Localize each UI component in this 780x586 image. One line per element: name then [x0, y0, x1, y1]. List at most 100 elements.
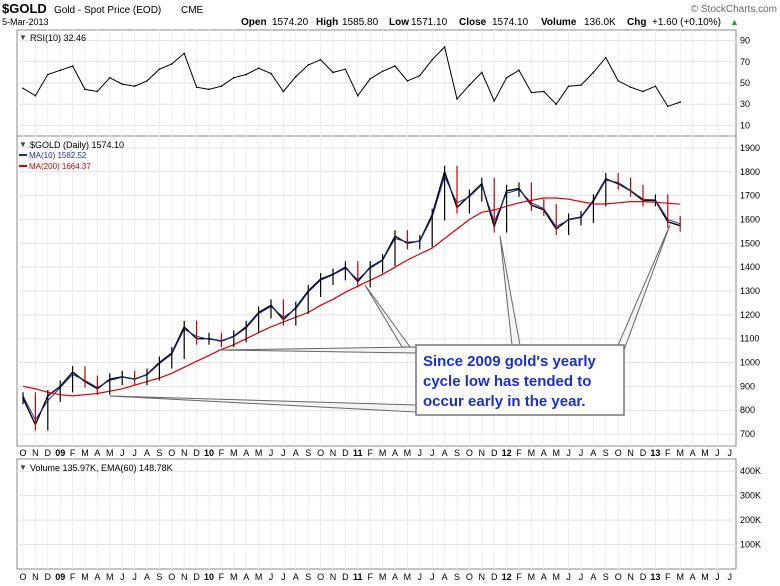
- price-tick-label: 1100: [740, 334, 759, 344]
- volume-tick-label: 200K: [740, 515, 761, 525]
- x-tick-label: S: [603, 572, 609, 582]
- rsi-point: [518, 69, 520, 72]
- high-value: 1585.80: [342, 17, 379, 28]
- rsi-point: [580, 84, 582, 86]
- rsi-point: [34, 94, 37, 97]
- x-tick-label: O: [466, 448, 473, 458]
- x-tick-label: M: [404, 448, 412, 458]
- price-tick-label: 1800: [740, 167, 760, 177]
- x-tick-label: D: [45, 448, 52, 458]
- price-tick-label: 1700: [740, 191, 760, 201]
- x-tick-label: N: [330, 448, 337, 458]
- rsi-point: [332, 71, 334, 74]
- x-tick-label: N: [627, 448, 634, 458]
- up-arrow-icon: ▲: [730, 17, 739, 27]
- rsi-point: [481, 71, 483, 74]
- x-tick-label: A: [293, 572, 299, 582]
- rsi-point: [96, 90, 99, 93]
- x-tick-label: A: [243, 572, 249, 582]
- x-tick-label: A: [590, 572, 596, 582]
- volume-panel: [16, 458, 737, 570]
- rsi-tick-label: 50: [740, 78, 750, 88]
- volume-value: 136.0K: [584, 17, 616, 28]
- x-tick-label: D: [193, 572, 200, 582]
- x-tick-label: N: [181, 448, 188, 458]
- x-tick-label: A: [392, 448, 398, 458]
- rsi-point: [419, 74, 421, 77]
- x-tick-label: M: [552, 572, 560, 582]
- x-tick-label: S: [454, 448, 460, 458]
- x-tick-label: F: [367, 572, 373, 582]
- volume-tick-label: 400K: [740, 466, 761, 476]
- x-tick-label: A: [144, 572, 150, 582]
- x-tick-label: F: [70, 448, 76, 458]
- x-tick-label: 13: [650, 572, 660, 582]
- volume-tick-label: 100K: [740, 540, 761, 550]
- watermark: © StockCharts.com: [691, 4, 777, 15]
- x-tick-label: F: [219, 572, 225, 582]
- x-tick-label: S: [156, 572, 162, 582]
- x-tick-label: 10: [204, 572, 214, 582]
- x-tick-label: M: [81, 572, 89, 582]
- x-tick-label: F: [516, 572, 522, 582]
- x-tick-label: M: [255, 448, 263, 458]
- x-tick-label: 11: [353, 572, 363, 582]
- rsi-point: [307, 64, 310, 66]
- x-tick-label: M: [230, 572, 238, 582]
- rsi-point: [667, 105, 669, 108]
- x-tick-label: A: [144, 448, 150, 458]
- x-tick-label: J: [269, 448, 274, 458]
- x-tick-label: D: [491, 572, 498, 582]
- close-value: 1574.10: [492, 17, 529, 28]
- x-tick-label: A: [94, 572, 100, 582]
- x-tick-label: 11: [353, 448, 363, 458]
- symbol-title: $GOLD: [2, 1, 47, 16]
- price-tick-label: 1500: [740, 238, 760, 248]
- rsi-point: [319, 58, 322, 61]
- x-tick-label: D: [491, 448, 498, 458]
- rsi-point: [381, 70, 384, 73]
- open-label: Open: [241, 17, 267, 28]
- x-tick-label: D: [640, 448, 647, 458]
- x-tick-label: J: [281, 572, 286, 582]
- x-tick-label: M: [552, 448, 560, 458]
- price-series: [22, 165, 681, 431]
- rsi-point: [295, 75, 297, 78]
- x-tick-label: A: [541, 572, 547, 582]
- rsi-legend-icon: ▼: [19, 33, 27, 42]
- rsi-point: [183, 52, 185, 55]
- x-tick-label: O: [19, 572, 26, 582]
- low-label: Low: [389, 17, 409, 28]
- rsi-point: [71, 65, 74, 67]
- rsi-series-line: [22, 46, 681, 107]
- x-tick-label: A: [541, 448, 547, 458]
- x-tick-label: O: [168, 572, 175, 582]
- rsi-point: [59, 69, 61, 72]
- ma10-line: [22, 175, 681, 421]
- volume-legend-text: Volume 135.97K, EMA(60) 148.78K: [30, 463, 173, 473]
- x-tick-label: A: [243, 448, 249, 458]
- x-tick-label: J: [715, 572, 720, 582]
- annotation-callout: Since 2009 gold's yearly cycle low has t…: [415, 344, 625, 416]
- rsi-point: [109, 76, 111, 79]
- exchange-label: CME: [181, 5, 204, 16]
- x-tick-label: A: [293, 448, 299, 458]
- x-tick-label: A: [442, 448, 448, 458]
- rsi-point: [369, 77, 372, 80]
- x-tick-label: M: [404, 572, 412, 582]
- rsi-point: [642, 90, 644, 93]
- x-tick-label: S: [305, 448, 311, 458]
- rsi-tick-label: 70: [740, 57, 750, 67]
- rsi-point: [406, 80, 409, 82]
- high-label: High: [316, 17, 338, 28]
- x-tick-label: F: [665, 448, 671, 458]
- x-tick-label: J: [430, 448, 435, 458]
- rsi-point: [505, 76, 508, 79]
- volume-legend-icon: ▼: [19, 463, 27, 472]
- x-tick-label: S: [156, 448, 162, 458]
- x-tick-label: N: [181, 572, 188, 582]
- ma200-line: [22, 197, 681, 397]
- x-tick-label: O: [168, 448, 175, 458]
- x-tick-label: J: [715, 448, 720, 458]
- x-tick-label: F: [516, 448, 522, 458]
